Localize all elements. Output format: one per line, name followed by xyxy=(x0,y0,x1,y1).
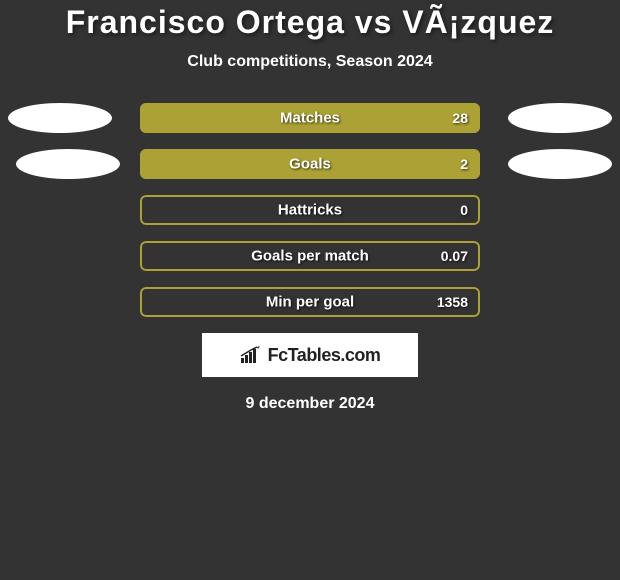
stat-value: 0.07 xyxy=(441,248,468,264)
stat-bar-min-per-goal: Min per goal 1358 xyxy=(140,287,480,317)
stat-bar-goals: Goals 2 xyxy=(140,149,480,179)
comparison-container: Francisco Ortega vs VÃ¡zquez Club compet… xyxy=(0,0,620,413)
player-badge-right-2 xyxy=(508,149,612,179)
stat-label: Matches xyxy=(280,110,340,127)
stat-bar-hattricks: Hattricks 0 xyxy=(140,195,480,225)
stat-bar-goals-per-match: Goals per match 0.07 xyxy=(140,241,480,271)
logo-box[interactable]: FcTables.com xyxy=(202,333,418,377)
player-badge-left-1 xyxy=(8,103,112,133)
stat-bar-matches: Matches 28 xyxy=(140,103,480,133)
stat-value: 1358 xyxy=(437,294,468,310)
stats-area: Matches 28 Goals 2 Hattricks 0 Goals per… xyxy=(0,103,620,317)
stat-label: Goals xyxy=(289,156,331,173)
page-title: Francisco Ortega vs VÃ¡zquez xyxy=(0,4,620,41)
stat-value: 2 xyxy=(460,156,468,172)
player-badge-right-1 xyxy=(508,103,612,133)
stat-label: Hattricks xyxy=(278,202,342,219)
player-badge-left-2 xyxy=(16,149,120,179)
stat-label: Goals per match xyxy=(251,248,369,265)
stat-value: 0 xyxy=(460,202,468,218)
chart-bar-icon xyxy=(240,346,262,364)
stat-value: 28 xyxy=(452,110,468,126)
logo-text: FcTables.com xyxy=(268,345,381,366)
stat-bars: Matches 28 Goals 2 Hattricks 0 Goals per… xyxy=(140,103,480,317)
stat-label: Min per goal xyxy=(266,294,354,311)
date-text: 9 december 2024 xyxy=(0,395,620,413)
subtitle: Club competitions, Season 2024 xyxy=(0,53,620,71)
